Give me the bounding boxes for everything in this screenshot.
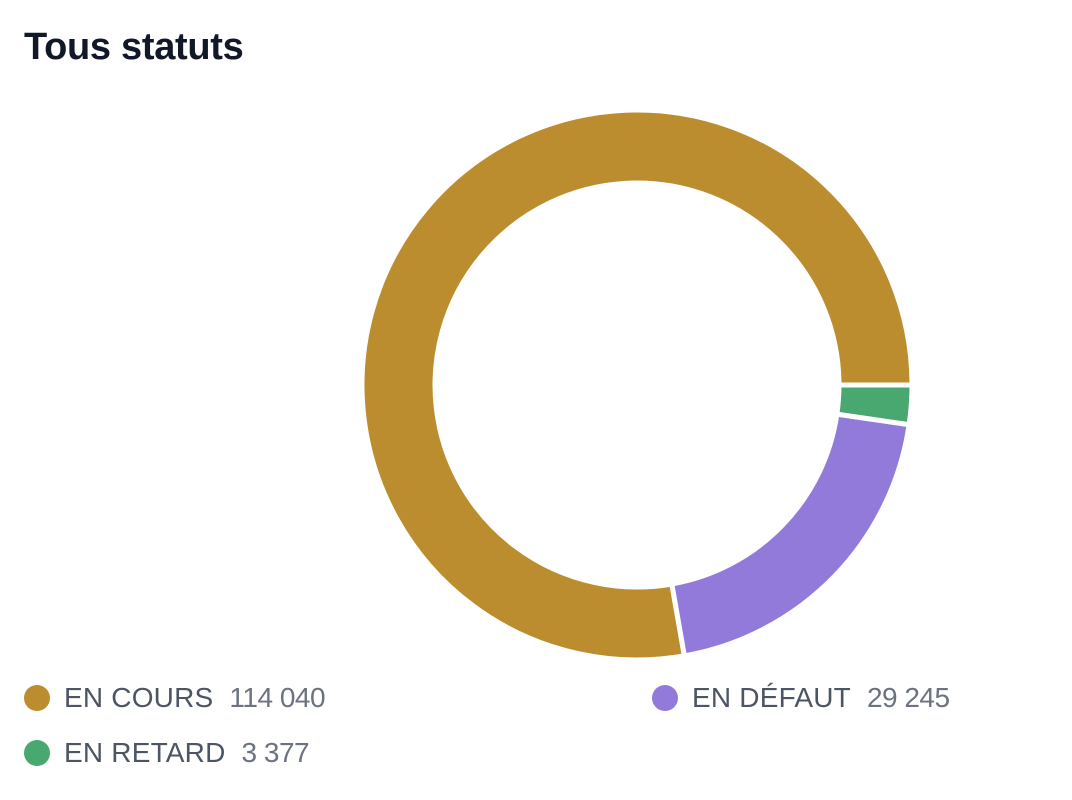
legend-value-en-cours: 114 040 bbox=[229, 682, 326, 713]
legend-item-en-cours[interactable]: EN COURS 114 040 bbox=[24, 678, 326, 718]
legend-value-en-defaut: 29 245 bbox=[866, 682, 950, 713]
legend-value-en-retard: 3 377 bbox=[241, 737, 310, 768]
donut-slice-en-cours[interactable] bbox=[359, 107, 915, 663]
legend-item-en-defaut[interactable]: EN DÉFAUT 29 245 bbox=[652, 678, 950, 718]
legend-dot-en-cours bbox=[24, 685, 50, 711]
donut-slice-en-retard[interactable] bbox=[834, 382, 915, 428]
chart-title: Tous statuts bbox=[24, 26, 244, 68]
legend-label-en-retard: EN RETARD bbox=[64, 737, 226, 768]
legend-item-en-retard[interactable]: EN RETARD 3 377 bbox=[24, 733, 310, 773]
legend-dot-en-retard bbox=[24, 740, 50, 766]
legend-label-en-cours: EN COURS bbox=[64, 682, 214, 713]
donut-slice-en-d-faut[interactable] bbox=[668, 411, 912, 659]
donut-slices bbox=[359, 107, 915, 663]
legend-dot-en-defaut bbox=[652, 685, 678, 711]
legend-label-en-defaut: EN DÉFAUT bbox=[692, 682, 851, 713]
